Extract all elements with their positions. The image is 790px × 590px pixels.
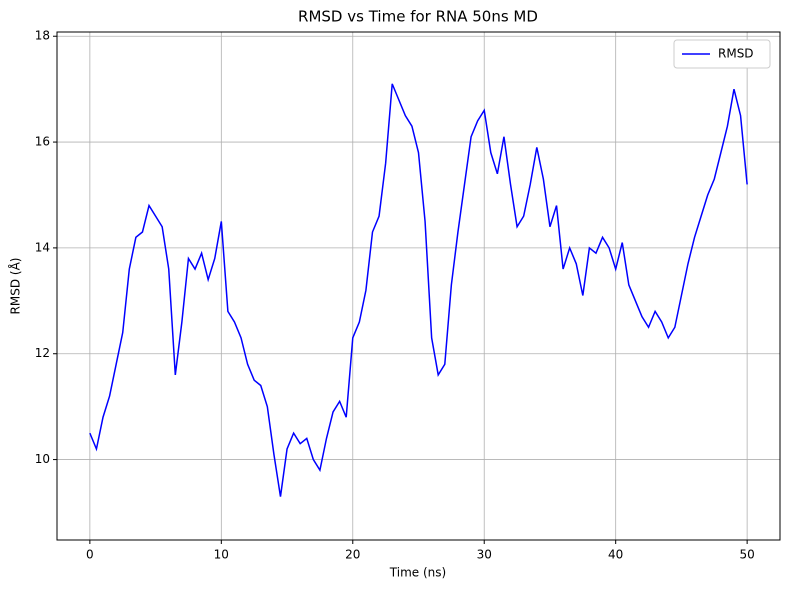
plot-frame <box>56 31 781 541</box>
y-tick-label: 16 <box>35 135 50 149</box>
x-tick-label: 20 <box>345 548 360 562</box>
y-tick-label: 12 <box>35 346 50 360</box>
legend-box <box>673 39 771 69</box>
x-tick-label: 30 <box>477 548 492 562</box>
y-tick-label: 18 <box>35 29 50 43</box>
x-tick-label: 40 <box>608 548 623 562</box>
x-tick-label: 10 <box>214 548 229 562</box>
y-axis-label: RMSD (Å) <box>8 258 23 315</box>
y-tick-label: 10 <box>35 452 50 466</box>
x-tick-label: 50 <box>739 548 754 562</box>
x-tick-label: 0 <box>86 548 94 562</box>
legend-label: RMSD <box>718 47 754 61</box>
x-axis-label: Time (ns) <box>389 566 446 580</box>
chart-title: RMSD vs Time for RNA 50ns MD <box>298 8 538 26</box>
y-tick-label: 14 <box>35 240 50 254</box>
data-line <box>89 83 748 497</box>
